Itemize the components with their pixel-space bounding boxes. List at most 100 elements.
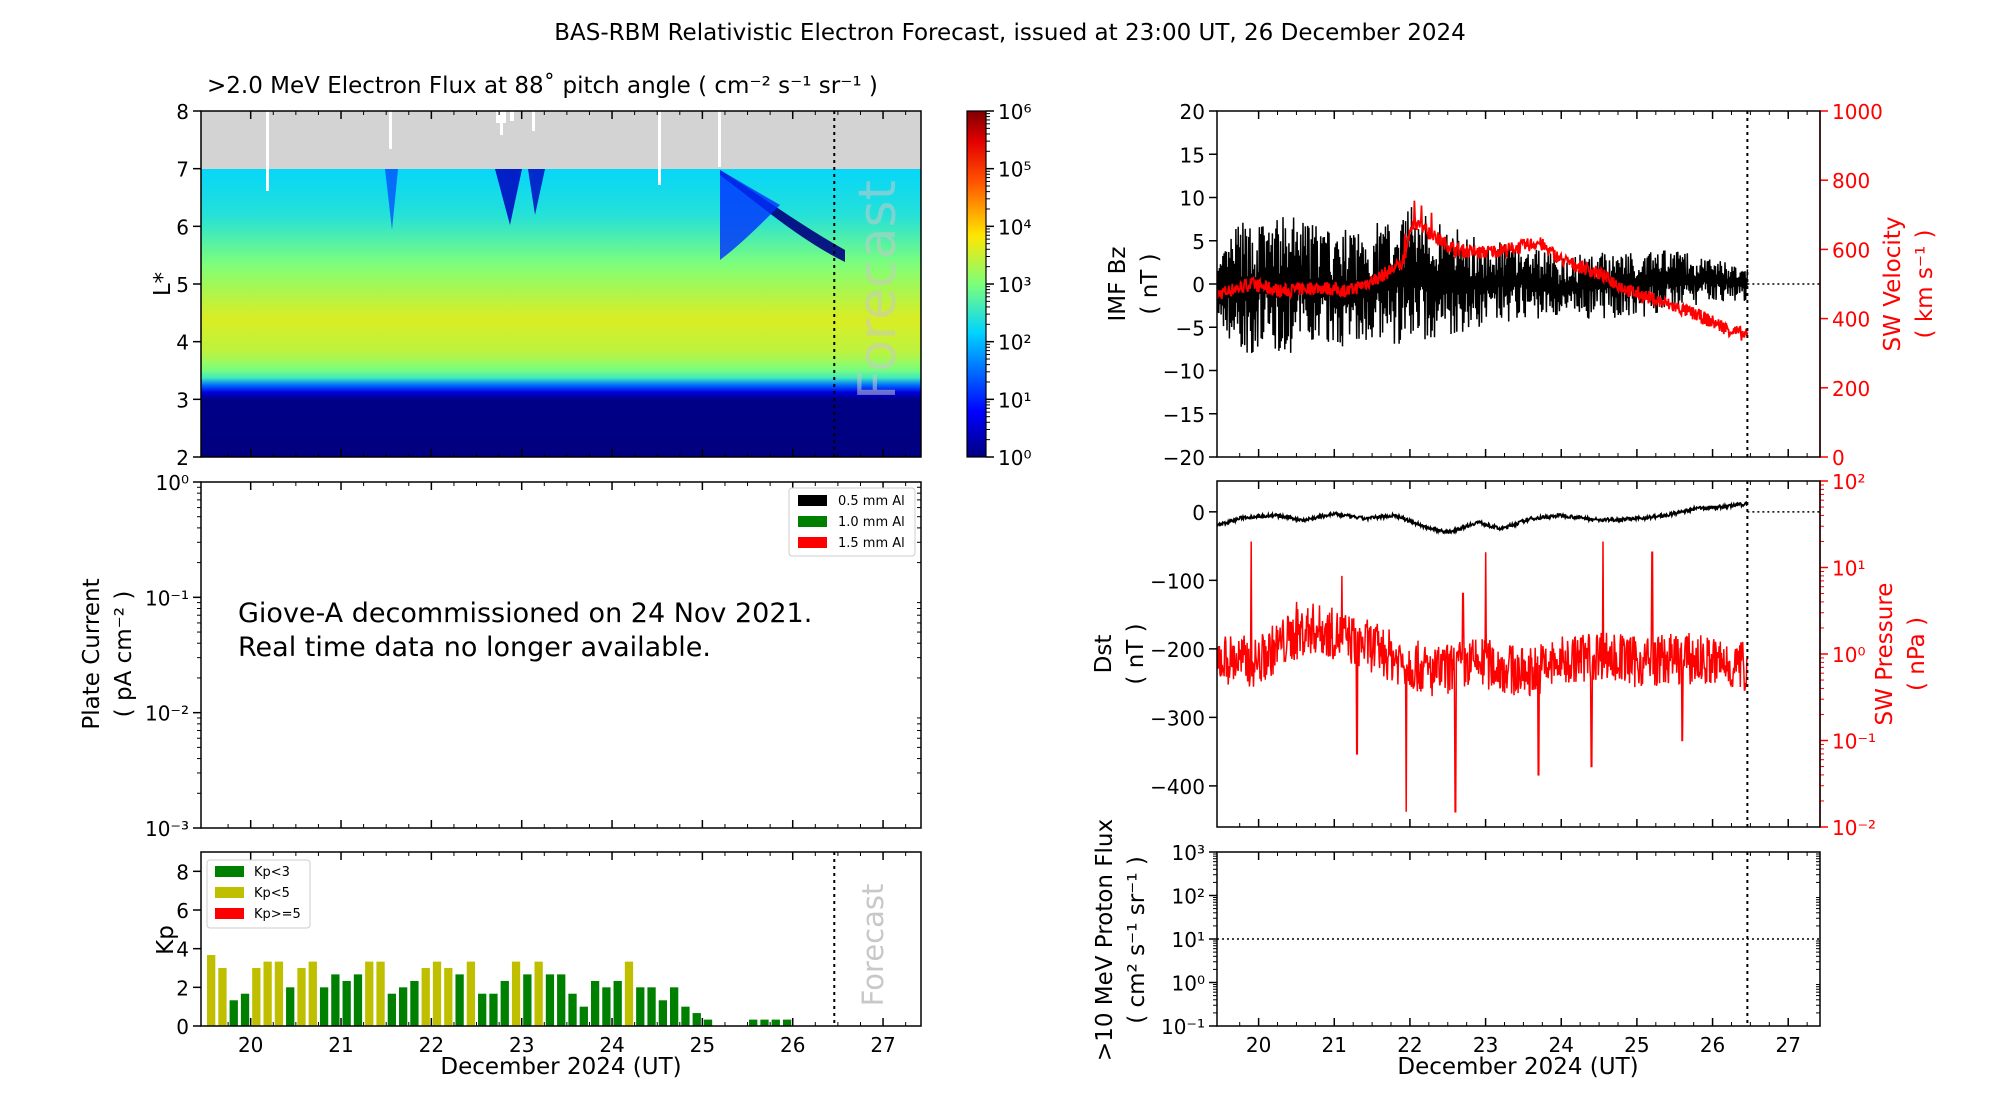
- flux-dropout: [510, 111, 514, 121]
- kp-xtick-label: 21: [328, 1033, 353, 1057]
- kp-bar: [478, 993, 487, 1026]
- plate-legend-swatch-red: [798, 537, 827, 548]
- velocity-y-tick-label: 400: [1832, 308, 1870, 332]
- kp-xtick-label: 20: [238, 1033, 263, 1057]
- flux-dropout: [500, 111, 503, 135]
- imf-y-tick-label: −20: [1163, 446, 1205, 470]
- proton-ylabel-line1: >10 MeV Proton Flux: [1092, 819, 1118, 1061]
- kp-bar: [670, 987, 679, 1026]
- imf-y-tick-label: 0: [1192, 273, 1205, 297]
- kp-bar: [534, 961, 543, 1026]
- plate-legend-label: 1.5 mm Al: [838, 536, 905, 551]
- flux-y-tick-label: 8: [176, 100, 189, 124]
- imf-y-tick-label: −15: [1163, 403, 1205, 427]
- kp-bar: [782, 1019, 792, 1026]
- imf-y-tick-label: −10: [1163, 360, 1205, 384]
- proton-xtick-label: 25: [1624, 1033, 1649, 1057]
- flux-dropout: [528, 169, 545, 215]
- proton-y-tick-label: 10¹: [1172, 928, 1205, 952]
- kp-bar: [207, 955, 216, 1026]
- plate-legend-label: 1.0 mm Al: [838, 515, 905, 530]
- imf-bz-series: [1217, 207, 1749, 354]
- dst-y-tick-label: −300: [1150, 706, 1205, 730]
- flux-y-tick-label: 5: [176, 273, 189, 297]
- flux-ylabel: L*: [150, 272, 176, 296]
- plate-note-line1: Giove-A decommissioned on 24 Nov 2021.: [238, 598, 812, 629]
- kp-bar: [511, 961, 521, 1026]
- imf-ylabel-line1: IMF Bz: [1105, 246, 1131, 321]
- kp-bar: [624, 961, 634, 1026]
- velocity-y-tick-label: 0: [1832, 446, 1845, 470]
- kp-ylabel: Kp: [153, 925, 179, 955]
- dst-series: [1217, 501, 1748, 536]
- flux-y-tick-label: 4: [176, 331, 189, 355]
- plate-legend: 0.5 mm Al 1.0 mm Al 1.5 mm Al: [788, 487, 916, 557]
- velocity-ylabel-line1: SW Velocity: [1880, 217, 1906, 352]
- kp-legend: Kp<3 Kp<5 Kp>=5: [206, 859, 311, 929]
- kp-bar: [771, 1019, 780, 1026]
- flux-dropout: [720, 170, 780, 260]
- dst-y-tick-label: −200: [1150, 638, 1205, 662]
- kp-y-tick-label: 2: [176, 976, 189, 1000]
- pressure-y-tick-label: 10⁻¹: [1832, 730, 1876, 754]
- pressure-ylabel-line1: SW Pressure: [1872, 583, 1898, 726]
- figure-title: BAS-RBM Relativistic Electron Forecast, …: [554, 20, 1465, 46]
- kp-bar: [590, 980, 600, 1026]
- flux-frame: [200, 110, 922, 458]
- kp-bar: [319, 987, 329, 1026]
- kp-legend-swatch-red: [215, 908, 244, 919]
- imf-y-tick-label: −5: [1176, 316, 1205, 340]
- kp-bar: [218, 968, 227, 1026]
- flux-dropout: [658, 111, 661, 185]
- proton-xtick-label: 26: [1700, 1033, 1725, 1057]
- dst-y-tick-label: −400: [1150, 775, 1205, 799]
- kp-bar: [444, 968, 453, 1026]
- kp-bar: [421, 968, 430, 1026]
- kp-y-tick-label: 4: [176, 938, 189, 962]
- kp-xtick-label: 26: [780, 1033, 805, 1057]
- velocity-y-tick-label: 800: [1832, 169, 1870, 193]
- dst-panel: −400 −300 −200 −100 0 10⁻² 10⁻¹ 10⁰ 10¹ 10² Dst (…: [1091, 470, 1930, 840]
- kp-bar: [376, 961, 385, 1026]
- kp-y-tick-label: 8: [176, 860, 189, 884]
- kp-bar: [613, 980, 622, 1026]
- kp-bar: [579, 1006, 588, 1026]
- kp-xtick-label: 27: [870, 1033, 895, 1057]
- pressure-y-tick-label: 10²: [1832, 470, 1865, 494]
- plate-legend-label: 0.5 mm Al: [838, 494, 905, 509]
- flux-nodata-region: [201, 111, 921, 169]
- kp-bar: [229, 1000, 238, 1026]
- proton-panel: 10⁻¹ 10⁰ 10¹ 10² 10³ 20 21 22 23 24 25 26 27 >10 MeV…: [1092, 819, 1821, 1080]
- proton-xtick-label: 23: [1473, 1033, 1498, 1057]
- kp-bar: [545, 974, 555, 1026]
- kp-xtick-label: 25: [690, 1033, 715, 1057]
- flux-dropout: [389, 111, 392, 149]
- colorbar-tick-label: 10⁴: [998, 215, 1031, 239]
- kp-bar: [466, 961, 476, 1026]
- flux-dropout: [718, 111, 721, 167]
- kp-y-tick-label: 0: [176, 1015, 189, 1039]
- kp-bar: [263, 961, 272, 1026]
- kp-frame: [200, 851, 922, 1027]
- kp-legend-swatch-yellow: [215, 887, 244, 898]
- flux-heatmap: [201, 169, 921, 457]
- proton-ylabel-line2: ( cm² s⁻¹ sr⁻¹ ): [1124, 856, 1150, 1024]
- velocity-y-tick-label: 200: [1832, 377, 1870, 401]
- plate-legend-swatch-black: [798, 495, 827, 506]
- kp-bar: [602, 987, 611, 1026]
- dst-y-tick-label: 0: [1192, 501, 1205, 525]
- colorbar-tick-label: 10⁶: [998, 100, 1031, 124]
- kp-bar: [489, 993, 498, 1026]
- proton-xtick-label: 20: [1246, 1033, 1271, 1057]
- velocity-y-tick-label: 600: [1832, 238, 1870, 262]
- flux-dropout: [266, 111, 269, 191]
- kp-xtick-label: 22: [419, 1033, 444, 1057]
- kp-bar: [692, 1013, 701, 1026]
- flux-y-tick-label: 7: [176, 158, 189, 182]
- flux-title: >2.0 MeV Electron Flux at 88˚ pitch angl…: [207, 72, 878, 99]
- kp-bar: [647, 987, 656, 1026]
- colorbar-tick-label: 10¹: [998, 388, 1031, 412]
- proton-xtick-label: 24: [1549, 1033, 1574, 1057]
